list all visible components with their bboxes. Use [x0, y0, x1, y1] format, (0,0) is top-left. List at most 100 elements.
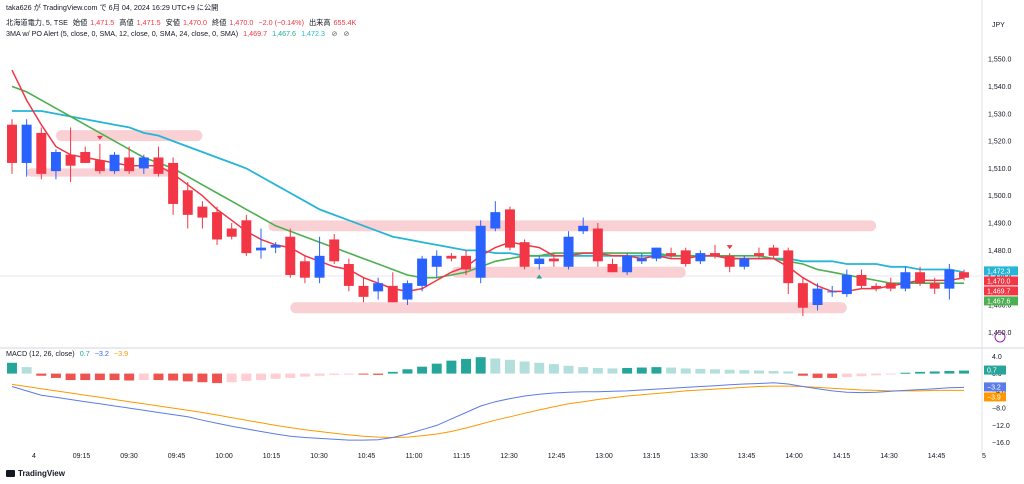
candle-body — [534, 258, 545, 265]
candle-body — [461, 255, 472, 270]
macd-histogram-bar — [783, 371, 794, 374]
candle-body — [138, 157, 149, 169]
candle-body — [915, 272, 926, 284]
symbol-name[interactable]: 北海道電力, 5, TSE — [6, 18, 68, 27]
time-tick-label: 14:15 — [833, 453, 851, 460]
macd-hist-value: 0.7 — [79, 349, 90, 358]
close-value: 1,470.0 — [229, 18, 254, 27]
candle-body — [7, 124, 17, 163]
time-tick-label: 12:45 — [548, 453, 566, 460]
macd-histogram-bar — [695, 368, 706, 374]
price-tick-label: 1,460.0 — [988, 303, 1011, 310]
candle-body — [548, 258, 559, 262]
macd-histogram-bar — [65, 373, 76, 381]
candle-body — [753, 253, 764, 256]
macd-histogram-bar — [768, 371, 779, 374]
candle-body — [329, 239, 340, 262]
indicator-name[interactable]: 3MA w/ PO Alert (5, close, 0, SMA, 12, c… — [6, 29, 239, 38]
volume-value: 655.4K — [333, 18, 357, 27]
tradingview-logo: TradingView — [6, 469, 65, 478]
macd-line — [11, 382, 965, 441]
candle-body — [256, 247, 266, 251]
candle-body — [827, 291, 838, 293]
candle-body — [710, 253, 720, 256]
settings-icon[interactable]: ⊘ — [331, 29, 338, 38]
macd-histogram-bar — [929, 371, 940, 374]
macd-histogram-bar — [182, 373, 193, 382]
candle-body — [797, 283, 808, 308]
macd-histogram-bar — [138, 373, 149, 381]
high-label: 高値 — [119, 18, 134, 27]
candle-body — [446, 255, 457, 259]
candle-body — [490, 212, 501, 229]
macd-histogram-bar — [753, 370, 764, 374]
macd-histogram-bar — [314, 373, 325, 376]
macd-value-badge — [984, 382, 1006, 392]
support-resistance-zone — [55, 130, 203, 142]
macd-histogram-bar — [548, 364, 559, 374]
buy-signal-marker — [536, 274, 543, 279]
macd-histogram-bar — [285, 373, 296, 378]
time-axis: 4 09:15 09:30 09:45 10:00 10:15 10:30 10:45 11:0… — [32, 453, 986, 460]
price-tick-label: 1,520.0 — [988, 139, 1011, 146]
low-label: 安値 — [165, 18, 181, 27]
macd-histogram-bar — [373, 373, 384, 375]
candle-body — [504, 209, 515, 248]
volume-label: 出来高 — [308, 18, 331, 27]
candle-body — [900, 272, 911, 289]
macd-histogram-bar — [226, 373, 237, 383]
macd-histogram-bar — [329, 373, 340, 375]
candle-body — [783, 250, 794, 284]
macd-histogram-bar — [299, 373, 310, 377]
candle-body — [417, 258, 428, 286]
candle-body — [812, 288, 823, 306]
alert-icon[interactable] — [994, 331, 1006, 343]
price-value-text: 1,469.7 — [987, 288, 1010, 295]
time-tick-label: 11:00 — [406, 453, 423, 460]
tv-logo-icon — [6, 470, 15, 478]
macd-histogram-bar — [915, 371, 926, 374]
time-tick-label: 10:00 — [215, 453, 233, 460]
candle-body — [109, 154, 120, 172]
candle-body — [651, 247, 662, 259]
macd-line-value: −3.2 — [94, 349, 109, 358]
price-tick-label: 1,510.0 — [988, 166, 1011, 173]
macd-histogram-bar — [241, 373, 252, 381]
candle-body — [856, 274, 867, 286]
time-tick-label: 13:00 — [595, 453, 613, 460]
macd-histogram-bar — [270, 373, 281, 379]
macd-histogram-bar — [900, 372, 911, 374]
open-value: 1,471.5 — [90, 18, 115, 27]
visibility-icon[interactable]: ⊘ — [343, 29, 350, 38]
candle-body — [182, 190, 193, 215]
time-tick-label: 13:30 — [690, 453, 708, 460]
macd-histogram-bar — [36, 373, 47, 376]
macd-name[interactable]: MACD (12, 26, close) — [6, 349, 75, 358]
macd-histogram-bar — [651, 367, 662, 374]
macd-histogram-bar — [563, 365, 574, 374]
candle-body — [578, 225, 589, 232]
price-value-badge — [984, 266, 1018, 276]
candle-body — [197, 206, 208, 218]
macd-histogram-bar — [944, 371, 955, 374]
sell-signal-marker — [96, 135, 103, 140]
macd-histogram-bar — [387, 371, 398, 374]
macd-histogram-bar — [519, 361, 530, 374]
macd-histogram-bar — [358, 373, 369, 375]
candle-body — [739, 258, 750, 267]
currency-label: JPY — [992, 22, 1005, 29]
candle-body — [168, 162, 179, 204]
macd-histogram-bar — [504, 359, 515, 374]
close-label: 終値 — [212, 18, 227, 27]
time-tick-label: 09:45 — [168, 453, 186, 460]
macd-histogram-bar — [124, 373, 135, 381]
change-value: −2.0 (−0.14%) — [258, 18, 304, 27]
price-tick-label: 1,530.0 — [988, 111, 1011, 118]
price-value-badge — [984, 276, 1018, 286]
candle-body — [666, 253, 677, 256]
price-value-badge — [984, 286, 1018, 296]
candle-body — [343, 264, 354, 286]
macd-tick-label: −12.0 — [992, 423, 1010, 430]
price-labels: 1,472.3 1,470.0 1,469.7 1,467.6 0.7 −3.2 −3.9 — [984, 266, 1018, 402]
